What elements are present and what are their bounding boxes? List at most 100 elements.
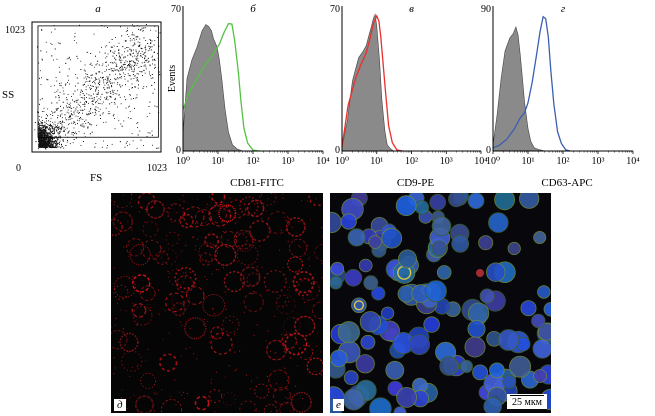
speckle <box>224 376 226 378</box>
scatter-point <box>78 113 80 114</box>
scatter-point <box>150 29 151 31</box>
scatter-point <box>38 147 40 149</box>
scatter-point <box>107 99 109 101</box>
scatter-point <box>61 117 63 119</box>
speckle <box>246 374 247 376</box>
speckle <box>309 299 311 301</box>
speckle <box>182 195 184 197</box>
scatter-point <box>111 39 113 40</box>
scatter-point <box>154 105 156 107</box>
scatter-point <box>138 28 139 30</box>
cell-nucleus <box>451 234 470 253</box>
scatter-point <box>47 133 48 135</box>
cell-nucleus <box>343 370 359 386</box>
scatter-point <box>39 125 41 127</box>
cell-nucleus <box>436 265 452 280</box>
cell-membrane-signal <box>314 244 323 261</box>
x-tick-label: 10⁴ <box>474 156 488 167</box>
scatter-point <box>39 138 41 139</box>
scatter-point <box>137 77 138 79</box>
scatter-point <box>125 142 127 144</box>
scatter-point <box>127 27 128 29</box>
speckle <box>130 227 132 229</box>
scatter-point <box>56 130 58 132</box>
speckle <box>288 351 290 352</box>
speckle <box>251 380 252 382</box>
scatter-point <box>42 130 44 132</box>
scatter-point <box>130 50 132 52</box>
cell-nucleus <box>467 320 486 339</box>
scatter-point <box>140 56 142 57</box>
x-tick-label: 10⁰ <box>486 156 500 167</box>
scatter-point <box>38 143 39 145</box>
speckle <box>298 245 300 247</box>
speckle <box>185 272 187 274</box>
speckle <box>234 370 236 372</box>
scatter-point <box>113 91 114 93</box>
scatter-point <box>68 131 69 133</box>
scatter-point <box>42 127 44 129</box>
scatter-point <box>112 115 114 117</box>
cell-membrane-signal <box>113 284 129 300</box>
scatter-point <box>107 92 109 94</box>
speckle <box>204 276 206 278</box>
scatter-point <box>146 136 148 137</box>
scatter-point <box>80 117 81 118</box>
scale-bar-label: 25 мкм <box>511 397 542 408</box>
scatter-point <box>46 138 48 140</box>
scatter-point <box>123 57 125 59</box>
scatter-point <box>43 140 45 142</box>
scatter-point <box>151 130 153 132</box>
scatter-point <box>48 138 50 140</box>
micrograph-merged: е 25 мкм <box>330 193 551 413</box>
scatter-point <box>41 144 43 145</box>
scatter-point <box>138 84 139 86</box>
scatter-point <box>68 57 70 59</box>
speckle <box>289 357 291 359</box>
scatter-point <box>77 110 79 112</box>
scatter-point <box>39 127 41 128</box>
scatter-point <box>124 40 126 42</box>
scatter-point <box>49 140 51 142</box>
speckle <box>253 334 255 336</box>
scatter-point <box>67 75 69 77</box>
scatter-point <box>85 119 87 121</box>
speckle <box>252 293 254 295</box>
scatter-point <box>75 74 77 75</box>
scatter-point <box>124 146 126 148</box>
scatter-point <box>84 103 86 105</box>
scatter-point <box>40 130 41 132</box>
scatter-point <box>73 111 75 113</box>
scatter-point <box>51 128 53 130</box>
cell-membrane-signal <box>139 285 156 301</box>
scatter-point <box>40 141 41 142</box>
scatter-point <box>131 133 133 135</box>
scatter-point <box>40 138 42 139</box>
speckle <box>128 278 130 280</box>
scatter-point <box>118 94 120 96</box>
scatter-point <box>141 27 143 29</box>
scatter-point <box>104 71 106 72</box>
cell-membrane-signal <box>353 300 365 311</box>
scatter-point <box>101 77 103 79</box>
scatter-point <box>111 70 113 71</box>
speckle <box>131 194 133 196</box>
scatter-point <box>54 124 56 126</box>
scatter-point <box>87 126 89 128</box>
scatter-point <box>57 132 59 134</box>
scatter-point <box>154 67 155 69</box>
scatter-point <box>38 116 40 117</box>
scatter-point <box>134 67 135 69</box>
scatter-point <box>75 115 77 117</box>
scatter-point <box>115 79 117 81</box>
scatter-point <box>151 49 153 51</box>
scatter-point <box>115 37 116 38</box>
scatter-point <box>113 61 115 63</box>
scatter-point <box>53 140 55 142</box>
scatter-point <box>99 71 101 73</box>
scatter-point <box>85 86 87 88</box>
scatter-point <box>59 137 61 139</box>
scatter-point <box>60 128 61 129</box>
speckle <box>167 271 169 273</box>
scatter-point <box>138 60 139 62</box>
